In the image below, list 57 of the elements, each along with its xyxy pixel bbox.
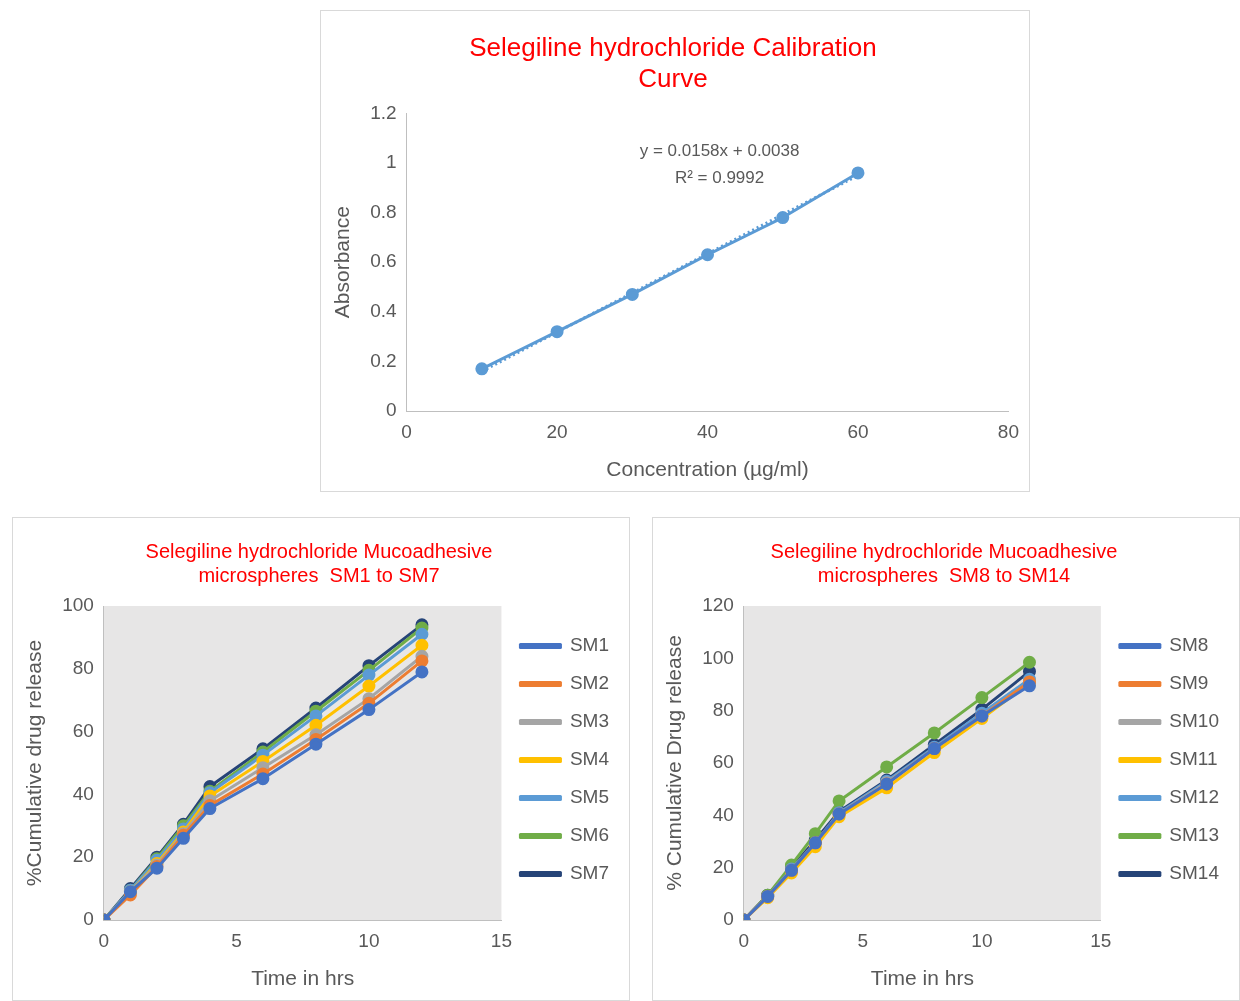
y-axis-title: % Cumulative Drug release xyxy=(662,635,686,891)
legend-label: SM10 xyxy=(1169,710,1220,732)
y-tick-label: 0 xyxy=(386,399,397,421)
chart-title: Selegiline hydrochloride Mucoadhesive microspheres SM8 to SM14 xyxy=(770,539,1118,586)
x-tick-label: 15 xyxy=(1090,929,1112,951)
legend-label: SM5 xyxy=(569,786,610,808)
y-tick-label: 20 xyxy=(712,855,734,877)
y-tick-label: 1 xyxy=(386,151,397,173)
x-tick-label: 10 xyxy=(971,929,993,951)
annotation: R² = 0.9992 xyxy=(674,168,765,188)
annotation: y = 0.0158x + 0.0038 xyxy=(639,141,800,161)
x-tick-label: 0 xyxy=(401,420,412,442)
y-tick-label: 0 xyxy=(723,908,734,930)
x-tick-label: 0 xyxy=(738,929,750,951)
x-tick-label: 80 xyxy=(997,420,1019,442)
x-tick-label: 5 xyxy=(857,929,869,951)
y-axis-title: Absorbance xyxy=(330,206,354,319)
chart-title: Selegiline hydrochloride Mucoadhesive microspheres SM1 to SM7 xyxy=(145,539,493,586)
y-tick-label: 20 xyxy=(72,845,94,867)
legend-label: SM13 xyxy=(1169,824,1220,846)
legend-label: SM2 xyxy=(569,672,610,694)
x-tick-label: 10 xyxy=(358,929,380,951)
x-tick-label: 5 xyxy=(231,929,242,951)
y-tick-label: 1.2 xyxy=(370,101,397,123)
y-tick-label: 100 xyxy=(62,594,94,616)
legend-label: SM6 xyxy=(569,824,610,846)
chart-title: Selegiline hydrochloride Calibration Curve xyxy=(469,31,877,93)
x-tick-label: 60 xyxy=(847,420,869,442)
legend-label: SM14 xyxy=(1169,862,1220,884)
x-axis-title: Time in hrs xyxy=(251,966,355,990)
y-tick-label: 40 xyxy=(72,782,94,804)
y-axis-title: %Cumulative drug release xyxy=(22,639,46,887)
x-axis-title: Time in hrs xyxy=(870,966,974,990)
legend-label: SM9 xyxy=(1169,672,1209,694)
legend-label: SM4 xyxy=(569,748,610,770)
legend-label: SM8 xyxy=(1169,634,1209,656)
y-tick-label: 0 xyxy=(83,908,94,930)
y-tick-label: 0.4 xyxy=(370,300,398,322)
y-tick-label: 0.8 xyxy=(370,200,397,222)
y-tick-label: 120 xyxy=(702,594,734,616)
x-axis-title: Concentration (µg/ml) xyxy=(606,457,809,481)
x-tick-label: 20 xyxy=(546,420,568,442)
legend-label: SM7 xyxy=(569,862,610,884)
x-tick-label: 15 xyxy=(490,929,512,951)
y-tick-label: 60 xyxy=(72,719,94,741)
y-tick-label: 80 xyxy=(72,657,94,679)
legend-label: SM3 xyxy=(569,710,610,732)
legend-label: SM11 xyxy=(1169,748,1218,770)
y-tick-label: 80 xyxy=(712,698,734,720)
y-tick-label: 100 xyxy=(702,646,734,668)
y-tick-label: 0.6 xyxy=(370,250,397,272)
y-tick-label: 60 xyxy=(712,751,734,773)
legend-label: SM12 xyxy=(1169,786,1220,808)
y-tick-label: 0.2 xyxy=(370,349,397,371)
x-tick-label: 0 xyxy=(98,929,110,951)
y-tick-label: 40 xyxy=(712,803,734,825)
legend-label: SM1 xyxy=(569,634,610,656)
